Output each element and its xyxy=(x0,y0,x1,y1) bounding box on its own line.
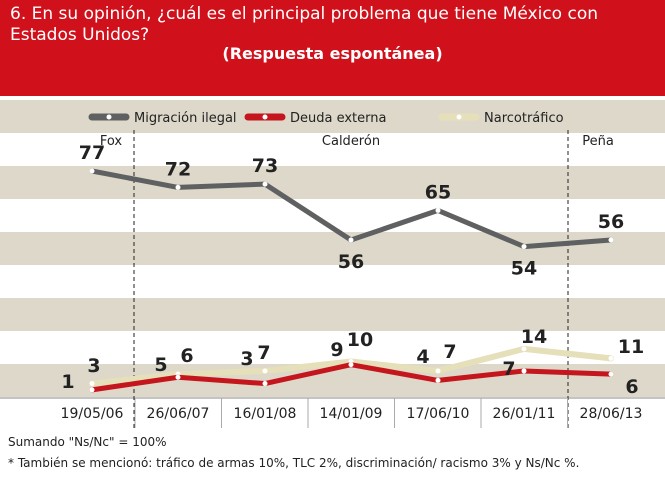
period-label: Fox xyxy=(100,134,123,149)
data-point xyxy=(521,244,527,250)
data-point xyxy=(435,377,441,383)
data-label-migracion: 56 xyxy=(338,251,364,273)
x-tick-label: 26/06/07 xyxy=(147,406,210,422)
data-point xyxy=(348,237,354,243)
data-label-deuda: 9 xyxy=(330,339,343,361)
data-label-narco: 11 xyxy=(618,336,644,358)
data-point xyxy=(435,207,441,213)
data-point xyxy=(262,381,268,387)
data-point xyxy=(175,184,181,190)
data-label-deuda: 7 xyxy=(502,358,515,380)
data-point xyxy=(89,381,95,387)
data-label-deuda: 6 xyxy=(625,376,638,398)
question-title: 6. En su opinión, ¿cuál es el principal … xyxy=(10,4,599,45)
x-tick-label: 14/01/09 xyxy=(320,406,383,422)
x-tick-label: 17/06/10 xyxy=(407,406,470,422)
legend-marker-1 xyxy=(106,114,112,120)
data-point xyxy=(521,346,527,352)
background-band xyxy=(0,166,665,199)
data-point xyxy=(175,374,181,380)
data-label-migracion: 65 xyxy=(425,181,451,203)
legend-label-3: Narcotráfico xyxy=(484,111,564,126)
data-point xyxy=(89,387,95,393)
data-label-deuda: 4 xyxy=(416,346,429,368)
axis-band xyxy=(0,398,665,428)
x-tick-label: 28/06/13 xyxy=(580,406,643,422)
data-label-deuda: 5 xyxy=(154,354,167,376)
data-label-migracion: 56 xyxy=(598,211,624,233)
period-label: Peña xyxy=(582,134,614,149)
data-point xyxy=(348,362,354,368)
data-label-migracion: 73 xyxy=(252,155,278,177)
data-label-narco: 3 xyxy=(87,355,100,377)
data-point xyxy=(89,168,95,174)
x-tick-label: 26/01/11 xyxy=(493,406,556,422)
data-label-narco: 10 xyxy=(347,329,373,351)
data-point xyxy=(521,368,527,374)
data-point xyxy=(608,371,614,377)
data-label-migracion: 72 xyxy=(165,158,191,180)
data-point xyxy=(435,368,441,374)
data-label-narco: 14 xyxy=(521,326,547,348)
background-band xyxy=(0,232,665,265)
period-label: Calderón xyxy=(322,134,380,149)
data-label-migracion: 54 xyxy=(511,258,537,280)
data-point xyxy=(262,368,268,374)
data-point xyxy=(608,355,614,361)
also-mentioned-note: * También se mencionó: tráfico de armas … xyxy=(8,456,580,470)
sum-note: Sumando "Ns/Nc" = 100% xyxy=(8,435,167,449)
data-label-migracion: 77 xyxy=(79,142,105,164)
data-label-narco: 7 xyxy=(257,342,270,364)
data-label-deuda: 3 xyxy=(240,348,253,370)
x-tick-label: 16/01/08 xyxy=(234,406,297,422)
header-banner: 6. En su opinión, ¿cuál es el principal … xyxy=(0,0,665,96)
question-subtitle: (Respuesta espontánea) xyxy=(222,44,443,63)
legend-marker-3 xyxy=(456,114,462,120)
data-point xyxy=(608,237,614,243)
background-band xyxy=(0,298,665,331)
legend-label-1: Migración ilegal xyxy=(134,111,237,126)
legend-marker-2 xyxy=(262,114,268,120)
data-label-narco: 7 xyxy=(443,341,456,363)
data-point xyxy=(262,181,268,187)
data-label-deuda: 1 xyxy=(61,371,74,393)
legend-label-2: Deuda externa xyxy=(290,111,386,126)
data-label-narco: 6 xyxy=(180,345,193,367)
line-chart: Migración ilegal Deuda externa Narcotráfic… xyxy=(0,100,665,428)
x-tick-label: 19/05/06 xyxy=(61,406,124,422)
